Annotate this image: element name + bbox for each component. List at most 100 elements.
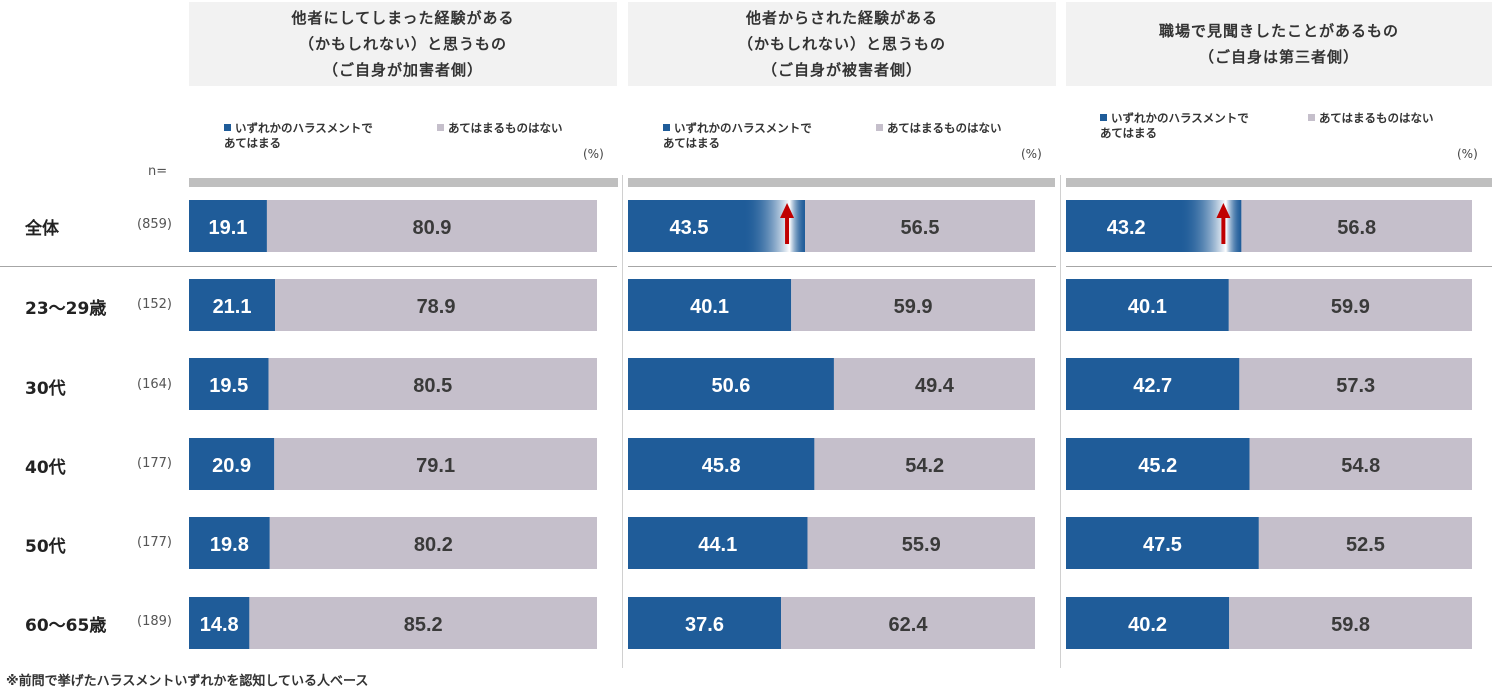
row-n-age-50s: (177) (137, 535, 172, 550)
panel-2-title-line-2: （かもしれない）と思うもの (737, 35, 946, 53)
data-label-series1: 19.5 (209, 375, 248, 397)
bar-segment-series1 (628, 279, 792, 331)
bar-segment-series2 (1229, 597, 1472, 649)
data-label-series2: 54.2 (905, 455, 944, 477)
data-label-series2: 80.2 (414, 534, 453, 556)
bar-segment-series2 (807, 517, 1035, 569)
data-label-series1: 40.2 (1128, 614, 1167, 636)
bar-segment-series1 (1066, 358, 1240, 410)
row-n-total: (859) (137, 217, 172, 232)
row-label-age-60-65: 60〜65歳 (25, 616, 107, 636)
bar-segment-series2 (268, 358, 597, 410)
legend-series2-label: あてはまるものはない (448, 121, 563, 135)
data-label-series2: 62.4 (889, 614, 929, 636)
data-label-series2: 85.2 (404, 614, 443, 636)
bar-segment-series1 (628, 358, 834, 410)
data-label-series1: 44.1 (698, 534, 737, 556)
footnote: ※前問で挙げたハラスメントいずれかを認知している人ベース (6, 674, 369, 689)
data-label-series1: 19.1 (208, 217, 247, 239)
bar-segment-series2 (1239, 358, 1472, 410)
data-label-series2: 54.8 (1341, 455, 1380, 477)
stacked-bar-chart: 19.1 80.9 21.1 78.9 19.5 80.5 20.9 79.1 19.8 80.2… (0, 175, 1492, 668)
panel-2-legend-series2: あてはまるものはない (876, 121, 1002, 136)
bar-segment-series2 (1249, 438, 1472, 490)
bar-segment-series2 (791, 279, 1035, 331)
data-label-series1: 19.8 (210, 534, 249, 556)
row-label-age-50s: 50代 (25, 537, 66, 557)
highlight-glow (743, 200, 806, 252)
bar-segment-series1 (628, 597, 782, 649)
data-label-series1: 45.2 (1138, 455, 1177, 477)
legend-series1-line2: あてはまる (224, 136, 282, 150)
legend-swatch-series1 (1100, 114, 1107, 121)
panel-3-title-line-1: 職場で見聞きしたことがあるもの (1158, 22, 1399, 40)
data-label-series2: 79.1 (416, 455, 455, 477)
legend-swatch-series1 (224, 124, 231, 131)
bar-segment-series1 (1066, 279, 1229, 331)
data-label-series1: 43.5 (670, 217, 709, 239)
panel-2-header: 他者からされた経験がある （かもしれない）と思うもの （ご自身が被害者側） (628, 2, 1056, 86)
bar-segment-series1 (189, 597, 250, 649)
legend-series1-line2: あてはまる (1100, 126, 1158, 140)
bar-segment-series1 (628, 438, 815, 490)
panel-1-header: 他者にしてしまった経験がある （かもしれない）と思うもの （ご自身が加害者側） (189, 2, 617, 86)
panel-1-legend-series2: あてはまるものはない (437, 121, 563, 136)
bar-segment-series2 (1228, 279, 1472, 331)
data-label-series2: 56.5 (901, 217, 940, 239)
panel-1-top-band (189, 178, 618, 187)
bar-segment-series1 (1066, 597, 1230, 649)
panel-2-legend-series1: いずれかのハラスメントで あてはまる (663, 121, 812, 151)
bar-segment-series1 (1066, 517, 1259, 569)
legend-series1-line2: あてはまる (663, 136, 721, 150)
panel-1-legend-series1: いずれかのハラスメントで あてはまる (224, 121, 373, 151)
row-n-age-40s: (177) (137, 456, 172, 471)
panel-2-title-line-1: 他者からされた経験がある (745, 9, 938, 27)
data-label-series1: 40.1 (1128, 296, 1167, 318)
row-n-age-23-29: (152) (137, 297, 172, 312)
data-label-series1: 20.9 (212, 455, 251, 477)
panel-1-title-line-2: （かもしれない）と思うもの (298, 35, 507, 53)
data-label-series2: 59.9 (1331, 296, 1370, 318)
bar-segment-series2 (805, 200, 1035, 252)
data-label-series1: 43.2 (1107, 217, 1146, 239)
highlight-glow (1179, 200, 1242, 252)
panel-1-title-line-1: 他者にしてしまった経験がある (291, 9, 515, 27)
panel-3-unit: (%) (1457, 147, 1478, 161)
panel-1-title-line-3: （ご自身が加害者側） (322, 61, 483, 79)
row-label-age-30s: 30代 (25, 379, 66, 399)
data-label-series2: 59.9 (894, 296, 933, 318)
data-label-series2: 78.9 (417, 296, 456, 318)
bar-segment-series2 (781, 597, 1035, 649)
panel-3-title-line-2: （ご自身は第三者側） (1198, 48, 1359, 66)
row-n-age-60-65: (189) (137, 614, 172, 629)
increase-arrow-icon (780, 203, 795, 218)
data-label-series2: 49.4 (915, 375, 955, 397)
bar-segment-series1 (189, 517, 270, 569)
data-label-series2: 52.5 (1346, 534, 1385, 556)
data-label-series1: 47.5 (1143, 534, 1182, 556)
legend-series2-label: あてはまるものはない (887, 121, 1002, 135)
legend-swatch-series2 (1308, 114, 1315, 121)
bar-segment-series2 (249, 597, 597, 649)
legend-swatch-series2 (876, 124, 883, 131)
legend-swatch-series1 (663, 124, 670, 131)
bar-segment-series2 (1241, 200, 1472, 252)
panel-2-unit: (%) (1021, 147, 1042, 161)
data-label-series2: 56.8 (1337, 217, 1376, 239)
bar-segment-series2 (274, 438, 597, 490)
bar-segment-series2 (266, 200, 597, 252)
panel-3-legend-series2: あてはまるものはない (1308, 111, 1434, 126)
panel-1-unit: (%) (583, 147, 604, 161)
legend-swatch-series2 (437, 124, 444, 131)
row-label-total: 全体 (25, 219, 59, 239)
data-label-series2: 55.9 (902, 534, 941, 556)
bar-segment-series2 (833, 358, 1035, 410)
n-label: n= (148, 164, 168, 179)
bar-segment-series1 (1066, 438, 1250, 490)
row-label-age-23-29: 23〜29歳 (25, 299, 107, 319)
panel-3-top-band (1066, 178, 1492, 187)
data-label-series2: 59.8 (1331, 614, 1370, 636)
row-n-age-30s: (164) (137, 377, 172, 392)
data-label-series1: 37.6 (685, 614, 724, 636)
panel-2-top-band (628, 178, 1055, 187)
